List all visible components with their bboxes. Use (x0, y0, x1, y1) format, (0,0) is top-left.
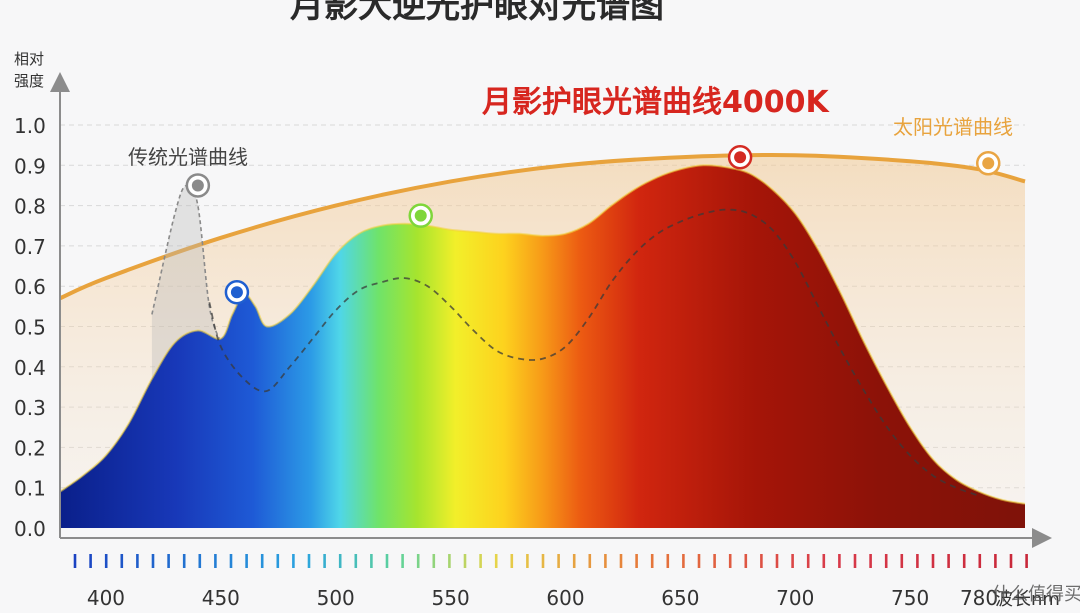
traditional-dashed-line (208, 208, 980, 497)
x-tick-label: 550 (432, 586, 470, 610)
y-tick-label: 0.0 (14, 517, 46, 541)
y-tick-label: 0.4 (14, 356, 46, 380)
y-tick-label: 0.7 (14, 235, 46, 259)
marker-dot (230, 286, 243, 299)
chart-title: 月影护眼光谱曲线4000K (482, 85, 830, 120)
x-tick-label: 700 (776, 586, 814, 610)
y-tick-label: 1.0 (14, 114, 46, 138)
sun-spectrum-line (59, 153, 1026, 301)
x-tick-label: 600 (546, 586, 584, 610)
y-tick-label: 0.1 (14, 477, 46, 501)
main-spectrum-area (60, 165, 1025, 528)
x-tick-label: 450 (202, 586, 240, 610)
marker-dot (734, 151, 747, 164)
x-tick-label: 650 (661, 586, 699, 610)
main-spectrum-line (59, 164, 1026, 505)
y-tick-label: 0.5 (14, 316, 46, 340)
y-tick-label: 0.9 (14, 154, 46, 178)
y-axis-label: 强度 (14, 72, 44, 90)
x-axis-label: 波长nm (995, 589, 1060, 610)
x-tick-label: 750 (891, 586, 929, 610)
y-tick-label: 0.6 (14, 275, 46, 299)
marker-dot (414, 209, 427, 222)
page-title: 月影大逆光护眼对光谱图 (290, 0, 664, 26)
y-tick-label: 0.3 (14, 396, 46, 420)
watermark: 什么值得买 (992, 584, 1080, 605)
y-tick-label: 0.8 (14, 195, 46, 219)
sun-series-label: 太阳光谱曲线 (893, 115, 1013, 139)
traditional-series-label: 传统光谱曲线 (128, 145, 248, 169)
x-tick-label: 500 (317, 586, 355, 610)
marker-dot (191, 179, 204, 192)
y-axis-label: 相对 (14, 50, 44, 68)
x-tick-label: 780 (960, 586, 998, 610)
marker-dot (982, 157, 995, 170)
y-tick-label: 0.2 (14, 436, 46, 460)
x-tick-label: 400 (87, 586, 125, 610)
